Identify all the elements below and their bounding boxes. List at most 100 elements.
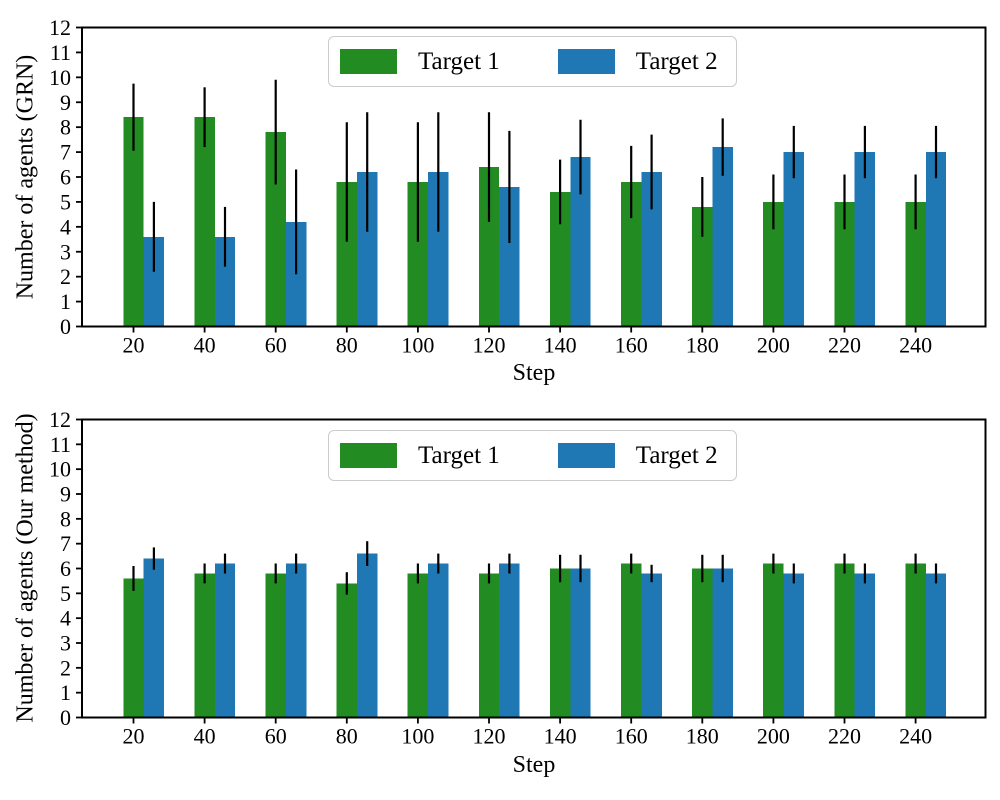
x-axis-label-step-bottom: Step: [512, 752, 556, 778]
y-tick-label: 11: [50, 432, 71, 457]
bar: [499, 187, 520, 327]
bar: [692, 206, 713, 327]
bar: [143, 236, 165, 327]
bar: [712, 568, 733, 718]
y-tick-label: 7: [60, 140, 71, 165]
x-tick-label: 140: [544, 724, 577, 749]
bar: [570, 568, 591, 718]
x-tick-label: 240: [899, 333, 932, 358]
y-tick-label: 5: [60, 581, 71, 606]
legend-label-target-1: Target 1: [418, 47, 500, 75]
bar: [123, 578, 144, 718]
bar: [854, 573, 876, 718]
bar: [549, 568, 571, 718]
y-tick-label: 0: [60, 314, 71, 339]
bars-target-2: [143, 553, 947, 718]
x-tick-label: 140: [544, 333, 577, 358]
x-tick-label: 120: [473, 333, 506, 358]
x-tick-label: 240: [899, 724, 932, 749]
bar: [407, 573, 429, 718]
bar: [194, 117, 215, 327]
bar: [285, 563, 307, 718]
x-tick-label: 180: [686, 333, 719, 358]
y-tick-label: 7: [60, 531, 71, 556]
x-tick-label: 40: [194, 724, 216, 749]
y-tick-label: 10: [49, 65, 71, 90]
bar: [265, 573, 286, 718]
x-tick-label: 20: [123, 333, 145, 358]
y-axis-label-grn: Number of agents (GRN): [12, 54, 39, 300]
y-tick-label: 2: [60, 264, 71, 289]
error-bars-target-1: [132, 553, 917, 595]
chart-our-method: 0 1 2 3 4 5 6 7 8 9 10 11 12 20 40 60 80 100 120 140 160 180 2…: [0, 400, 1000, 800]
y-tick-label: 2: [60, 655, 71, 680]
bar: [143, 558, 165, 718]
y-tick-label: 4: [60, 606, 71, 631]
bar: [570, 157, 591, 327]
bar: [621, 182, 642, 327]
bars-target-2: [143, 147, 947, 327]
x-tick-label: 40: [194, 333, 216, 358]
x-tick-label: 160: [615, 333, 648, 358]
error-bars-target-2: [152, 112, 938, 275]
bar: [621, 563, 642, 718]
bar: [925, 573, 947, 718]
bar: [641, 573, 662, 718]
bar: [834, 201, 855, 327]
y-tick-label: 6: [60, 165, 71, 190]
x-axis-ticks: 20 40 60 80 100 120 140 160 180 200 220 240: [123, 326, 932, 358]
bar: [783, 573, 804, 718]
bar: [214, 563, 236, 718]
x-tick-label: 20: [123, 724, 145, 749]
x-tick-label: 220: [828, 724, 861, 749]
target-1-swatch-icon: [340, 443, 397, 468]
y-tick-label: 9: [60, 90, 71, 115]
y-tick-label: 0: [60, 705, 71, 730]
legend-item-target-1: Target 1: [340, 48, 500, 76]
bar: [214, 236, 236, 327]
legend-label-target-1: Target 1: [418, 441, 500, 469]
y-tick-label: 8: [60, 115, 71, 140]
x-tick-label: 220: [828, 333, 861, 358]
bar: [336, 583, 357, 718]
bar: [499, 563, 520, 718]
bar: [407, 182, 429, 327]
x-tick-label: 180: [686, 724, 719, 749]
bar: [763, 201, 784, 327]
x-tick-label: 60: [265, 724, 287, 749]
bars-target-1: [123, 117, 926, 327]
bar: [265, 132, 286, 327]
x-tick-label: 200: [757, 333, 790, 358]
y-tick-label: 12: [49, 15, 71, 40]
x-tick-label: 60: [265, 333, 287, 358]
bars-target-1: [123, 563, 926, 718]
bar: [854, 152, 876, 327]
error-bars-target-1: [132, 79, 917, 242]
bar: [194, 573, 215, 718]
y-tick-label: 8: [60, 506, 71, 531]
legend-item-target-2: Target 2: [557, 48, 718, 76]
legend-item-target-1: Target 1: [340, 442, 500, 470]
bar: [549, 191, 571, 327]
bar: [783, 152, 804, 327]
bar: [834, 563, 855, 718]
bar: [478, 573, 500, 718]
x-tick-label: 120: [473, 724, 506, 749]
y-tick-label: 10: [49, 457, 71, 482]
y-axis-label-our-method: Number of agents (Our method): [12, 413, 39, 723]
legend-bottom: Target 1 Target 2: [328, 430, 737, 481]
x-tick-label: 160: [615, 724, 648, 749]
y-tick-label: 6: [60, 556, 71, 581]
target-2-swatch-icon: [557, 443, 615, 468]
legend-item-target-2: Target 2: [557, 442, 718, 470]
x-tick-label: 100: [401, 333, 434, 358]
x-axis-ticks: 20 40 60 80 100 120 140 160 180 200 220 240: [123, 717, 932, 749]
bar: [428, 172, 449, 327]
chart-grn: 0 1 2 3 4 5 6 7 8 9 10 11 12 20 40 60 80 100 120 140 160 180 2…: [12, 15, 987, 386]
bar: [905, 201, 926, 327]
y-tick-label: 3: [60, 239, 71, 264]
